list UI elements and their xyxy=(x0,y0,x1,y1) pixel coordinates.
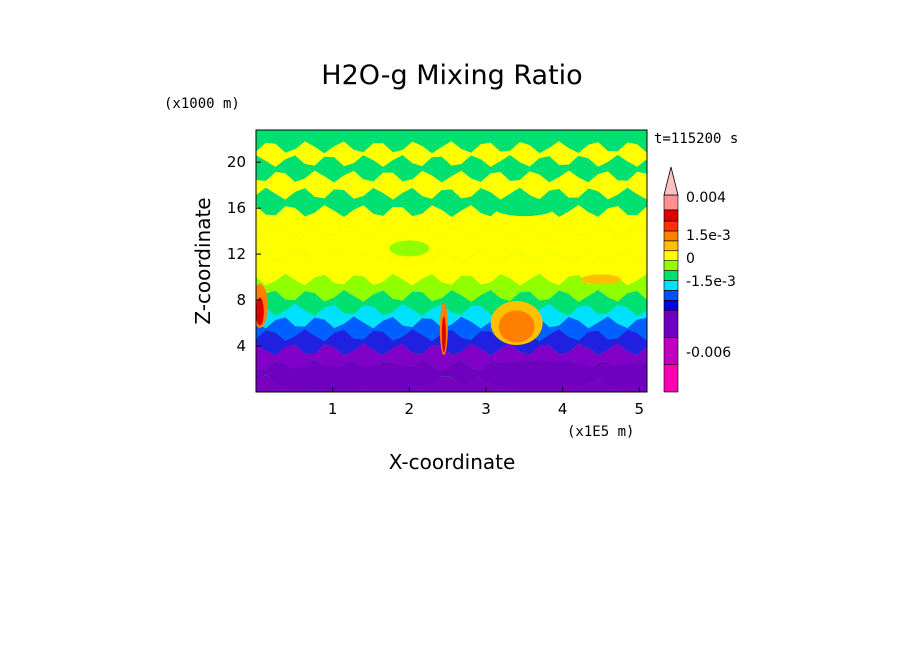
colorbar-segment xyxy=(663,260,679,271)
colorbar-segment xyxy=(663,364,679,393)
colorbar-segment xyxy=(663,230,679,242)
time-label: t=115200 s xyxy=(654,131,738,147)
heatmap-plume xyxy=(303,255,393,276)
heatmap-band xyxy=(256,170,647,200)
colorbar-labels: 0.004 1.5e-3 0 -1.5e-3 -0.006 xyxy=(686,190,736,361)
y-axis-label: Z-coordinate xyxy=(191,197,215,324)
colorbar-segment xyxy=(663,270,679,281)
heatmap-band xyxy=(256,187,647,217)
y-unit-label: (x1000 m) xyxy=(164,96,240,112)
heatmap-plume xyxy=(441,316,446,353)
colorbar-segment xyxy=(663,209,679,222)
colorbar-segment xyxy=(663,280,679,291)
heatmap-plume xyxy=(581,274,621,285)
heatmap-band xyxy=(256,130,647,154)
y-tick-label: 12 xyxy=(227,245,246,263)
y-tick-label: 8 xyxy=(236,291,246,309)
y-tick-label: 16 xyxy=(227,199,246,217)
heatmap-plume xyxy=(494,200,555,217)
heatmap-band xyxy=(256,141,647,167)
heatmap-plume xyxy=(498,310,535,343)
x-axis-label: X-coordinate xyxy=(389,450,516,474)
y-tick-label: 20 xyxy=(227,153,246,171)
colorbar-segment xyxy=(663,240,679,252)
heatmap-plume xyxy=(336,365,437,390)
heatmap-plume xyxy=(389,240,430,257)
heatmap-band xyxy=(256,329,647,356)
y-tick-label: 4 xyxy=(236,337,246,355)
x-axis-ticks: 1 2 3 4 5 xyxy=(328,387,644,418)
colorbar-label-3: 0 xyxy=(686,251,695,267)
heatmap-plume xyxy=(601,363,647,388)
heatmap-band xyxy=(256,316,647,342)
colorbar-segment xyxy=(663,337,679,366)
heatmap-band xyxy=(256,205,647,238)
heatmap-band xyxy=(256,251,647,286)
x-tick-label: 3 xyxy=(481,400,491,418)
colorbar-label-bottom: -0.006 xyxy=(686,345,731,361)
heatmap-band xyxy=(256,274,647,302)
colorbar-extend-arrow xyxy=(663,166,679,196)
colorbar-label-top: 0.004 xyxy=(686,190,726,206)
heatmap-band xyxy=(256,303,647,329)
x-tick-label: 5 xyxy=(635,400,645,418)
heatmap-plume xyxy=(256,297,264,326)
heatmap-plume xyxy=(479,360,600,389)
x-tick-label: 1 xyxy=(328,400,338,418)
heatmap-plot-area xyxy=(256,130,647,392)
x-tick-label: 4 xyxy=(558,400,568,418)
colorbar-segment xyxy=(663,290,679,301)
colorbar-segment xyxy=(663,250,679,261)
colorbar-segment xyxy=(663,220,679,232)
x-unit-label: (x1E5 m) xyxy=(567,424,634,440)
colorbar-label-4: -1.5e-3 xyxy=(686,274,736,290)
chart-title: H2O-g Mixing Ratio xyxy=(321,60,582,91)
heatmap-band xyxy=(256,290,647,316)
plot-frame xyxy=(255,129,648,393)
colorbar xyxy=(663,166,679,393)
colorbar-segment xyxy=(663,309,679,338)
colorbar-segment xyxy=(663,194,679,211)
heatmap-band xyxy=(256,155,647,183)
colorbar-segment xyxy=(663,300,679,311)
y-axis-ticks: 4 8 12 16 20 xyxy=(227,153,261,355)
colorbar-label-2: 1.5e-3 xyxy=(686,228,731,244)
heatmap-band xyxy=(256,225,647,263)
x-tick-label: 2 xyxy=(405,400,415,418)
